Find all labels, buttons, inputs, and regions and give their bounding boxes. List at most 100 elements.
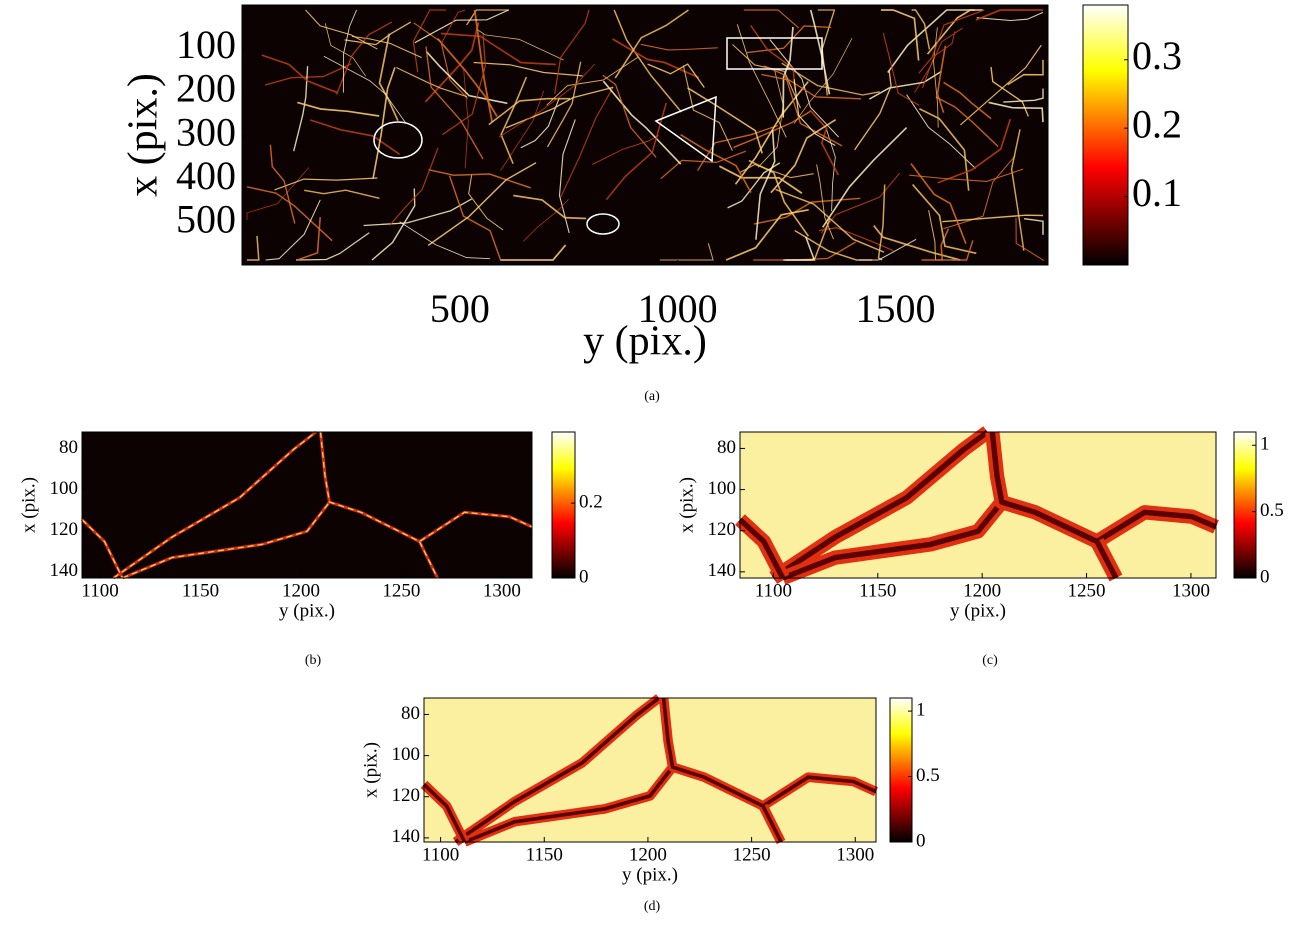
grain-boundary <box>246 167 310 220</box>
grain-boundary <box>602 74 657 158</box>
annotation-ellipse <box>586 213 620 235</box>
grain-boundary <box>770 119 837 194</box>
grain-boundary <box>605 102 667 201</box>
grain-boundary <box>344 21 412 46</box>
grain-boundary <box>1024 217 1044 235</box>
grain-boundary <box>602 80 682 165</box>
grain-boundary <box>558 119 576 234</box>
grain-boundary <box>725 208 809 261</box>
grain-boundary <box>448 175 502 261</box>
y-tick-label: 400 <box>176 153 236 198</box>
grain-boundary <box>319 431 533 543</box>
grain-boundary <box>351 35 422 59</box>
y-axis-label: x (pix.) <box>676 477 697 533</box>
y-axis-label: x (pix.) <box>18 477 39 533</box>
grain-boundary <box>738 517 786 580</box>
grain-boundary <box>440 32 556 66</box>
colorbar-tick-label: 0.2 <box>579 491 603 512</box>
grain-boundary <box>614 9 689 79</box>
grain-boundary <box>295 232 370 261</box>
grain-boundary <box>943 155 1016 230</box>
x-tick-label: 1300 <box>483 581 521 602</box>
x-tick-label: 1250 <box>382 581 420 602</box>
x-tick-label: 500 <box>430 286 490 331</box>
grain-boundary <box>440 9 466 45</box>
grain-boundary <box>488 97 570 126</box>
caption: (b) <box>305 653 322 668</box>
image-frame <box>423 697 877 843</box>
grain-boundary <box>612 38 700 79</box>
grain-boundary <box>771 429 990 581</box>
grain-boundary <box>746 25 832 54</box>
grain-boundary <box>305 9 378 50</box>
image-frame <box>81 431 533 579</box>
y-tick-label: 200 <box>176 66 236 111</box>
y-tick-label: 80 <box>717 437 736 458</box>
grain-boundary <box>297 101 380 117</box>
grain-boundary <box>265 199 321 261</box>
grain-boundary <box>854 70 892 151</box>
grain-boundary <box>442 34 487 136</box>
grain-boundary <box>882 32 920 106</box>
grain-boundary <box>546 61 582 148</box>
y-tick-label: 140 <box>392 826 421 847</box>
x-tick-label: 1100 <box>755 581 792 602</box>
x-tick-label: 1150 <box>859 581 896 602</box>
y-tick-label: 120 <box>708 519 737 540</box>
y-tick-label: 100 <box>392 744 421 765</box>
grain-boundary <box>413 22 469 99</box>
grain-boundary <box>816 164 834 240</box>
colorbar-tick-label: 0 <box>579 566 589 587</box>
grain-boundary <box>274 177 378 191</box>
grain-boundary <box>909 168 1024 182</box>
grain-boundary <box>378 33 399 122</box>
grain-boundary <box>793 37 853 124</box>
grain-boundary <box>297 217 321 261</box>
grain-boundary <box>363 198 473 227</box>
grain-boundary <box>682 65 733 151</box>
grain-boundary <box>990 66 1029 117</box>
y-tick-label: 120 <box>50 519 79 540</box>
colorbar <box>1082 4 1129 266</box>
grain-boundary <box>868 70 942 100</box>
grain-boundary <box>436 37 498 117</box>
grain-boundary <box>748 159 810 237</box>
grain-boundary <box>937 118 1012 184</box>
grain-boundary <box>1094 540 1119 580</box>
grain-boundary <box>342 9 358 93</box>
grain-boundary <box>418 541 439 579</box>
image-frame <box>241 4 1049 266</box>
grain-boundary <box>736 24 787 138</box>
image-background <box>242 5 1048 265</box>
grain-boundary <box>1015 217 1045 261</box>
grain-boundary <box>425 46 484 160</box>
y-tick-label: 100 <box>50 478 79 499</box>
grain-boundary <box>468 174 504 231</box>
grain-boundary <box>464 765 675 844</box>
grain-boundary <box>919 107 970 191</box>
x-axis-label: y (pix.) <box>950 600 1006 621</box>
grain-boundary <box>396 66 468 98</box>
grain-boundary <box>943 81 992 120</box>
grain-boundary <box>763 65 843 147</box>
y-tick-label: 120 <box>392 785 421 806</box>
grain-boundary <box>809 9 831 95</box>
x-tick-label: 1250 <box>1068 581 1106 602</box>
colorbar-tick-label: 0.5 <box>916 765 940 786</box>
grain-boundary <box>918 9 985 74</box>
grain-boundary <box>880 9 920 61</box>
grain-boundary <box>936 45 947 113</box>
grain-boundary <box>389 147 439 226</box>
grain-boundary <box>422 783 467 843</box>
x-axis-label: y (pix.) <box>583 319 707 365</box>
x-tick-label: 1000 <box>638 286 718 331</box>
grain-boundary <box>755 130 776 240</box>
grain-boundary <box>269 144 296 224</box>
grain-boundary <box>122 501 330 579</box>
grain-boundary <box>500 76 528 165</box>
grain-boundary <box>1003 88 1044 103</box>
colorbar-tick-label: 0.2 <box>1132 101 1182 146</box>
grain-boundary <box>591 134 660 165</box>
x-tick-label: 1200 <box>963 581 1001 602</box>
grain-boundary <box>921 228 950 261</box>
